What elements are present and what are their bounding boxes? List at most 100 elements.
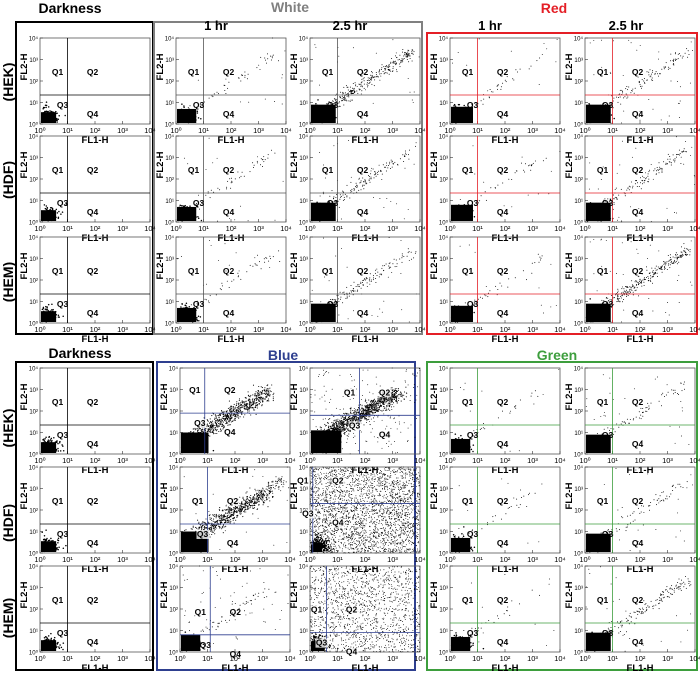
x-tick-label: 10¹ bbox=[607, 325, 618, 334]
x-tick-label: 10³ bbox=[387, 126, 398, 135]
x-tick-label: 10¹ bbox=[62, 456, 73, 465]
x-tick-label: 10³ bbox=[387, 456, 398, 465]
y-tick-label: 10¹ bbox=[29, 431, 38, 437]
x-tick-label: 10⁰ bbox=[170, 126, 181, 135]
y-tick-label: 10¹ bbox=[439, 629, 448, 635]
y-tick-label: 10⁰ bbox=[439, 122, 449, 129]
quadrant-q1: Q1 bbox=[297, 476, 309, 486]
quadrant-q4: Q4 bbox=[632, 207, 644, 217]
x-axis-title: FL1-H bbox=[492, 334, 519, 345]
x-tick-label: 10⁰ bbox=[304, 654, 315, 663]
x-axis-title: FL1-H bbox=[82, 663, 109, 674]
x-tick-label: 10¹ bbox=[202, 654, 213, 663]
y-tick-label: 10² bbox=[165, 178, 174, 184]
x-tick-label: 10⁴ bbox=[554, 456, 566, 465]
time-white-2.5hr: 2.5 hr bbox=[333, 18, 368, 33]
quadrant-q3: Q3 bbox=[467, 198, 479, 208]
y-tick-label: 10³ bbox=[439, 257, 448, 263]
quadrant-q2: Q2 bbox=[357, 266, 369, 276]
quadrant-q3: Q3 bbox=[193, 299, 205, 309]
x-tick-label: 10³ bbox=[387, 555, 398, 564]
y-tick-label: 10⁰ bbox=[574, 122, 584, 129]
event-cluster bbox=[586, 303, 611, 322]
y-tick-label: 10² bbox=[29, 410, 38, 416]
x-axis-title: FL1-H bbox=[82, 465, 109, 476]
x-tick-label: 10⁰ bbox=[304, 325, 315, 334]
y-tick-label: 10⁰ bbox=[574, 452, 584, 459]
x-tick-label: 10⁴ bbox=[689, 224, 700, 233]
x-tick-label: 10² bbox=[90, 456, 101, 465]
quadrant-q1: Q1 bbox=[322, 67, 334, 77]
x-tick-label: 10⁴ bbox=[280, 325, 292, 334]
quadrant-q3: Q3 bbox=[193, 100, 205, 110]
y-tick-label: 10³ bbox=[169, 487, 178, 493]
row-labels: (HEK) (HDF) (HEM) (HEK) (HDF) (HEM) bbox=[0, 63, 16, 639]
y-axis-title: FL2-H bbox=[564, 383, 575, 410]
x-tick-label: 10¹ bbox=[198, 325, 209, 334]
event-cluster bbox=[41, 112, 57, 123]
y-tick-label: 10³ bbox=[439, 388, 448, 394]
quadrant-q4: Q4 bbox=[379, 429, 391, 439]
quadrant-q1: Q1 bbox=[462, 67, 474, 77]
quadrant-q2: Q2 bbox=[497, 595, 509, 605]
x-tick-label: 10⁴ bbox=[554, 555, 566, 564]
quadrant-q4: Q4 bbox=[223, 207, 235, 217]
x-axis-title: FL1-H bbox=[352, 663, 379, 674]
x-tick-label: 10² bbox=[360, 555, 371, 564]
quadrant-q3: Q3 bbox=[602, 529, 614, 539]
x-tick-label: 10² bbox=[90, 126, 101, 135]
y-tick-label: 10⁴ bbox=[439, 36, 449, 43]
quadrant-q2: Q2 bbox=[357, 165, 369, 175]
x-tick-label: 10³ bbox=[527, 654, 538, 663]
x-tick-label: 10² bbox=[635, 456, 646, 465]
x-tick-label: 10⁰ bbox=[170, 325, 181, 334]
event-cluster bbox=[311, 202, 336, 221]
x-tick-label: 10¹ bbox=[62, 126, 73, 135]
x-tick-label: 10⁴ bbox=[554, 654, 566, 663]
y-tick-label: 10³ bbox=[299, 487, 308, 493]
x-axis-title: FL1-H bbox=[352, 465, 379, 476]
quadrant-q1: Q1 bbox=[189, 385, 201, 395]
x-tick-label: 10⁴ bbox=[144, 555, 156, 564]
y-tick-label: 10⁰ bbox=[439, 551, 449, 558]
x-axis-title: FL1-H bbox=[222, 465, 249, 476]
y-tick-label: 10⁴ bbox=[574, 564, 584, 571]
y-tick-label: 10³ bbox=[299, 388, 308, 394]
x-tick-label: 10⁰ bbox=[444, 555, 455, 564]
quadrant-q2: Q2 bbox=[87, 67, 99, 77]
y-tick-label: 10⁰ bbox=[165, 122, 175, 129]
y-axis-title: FL2-H bbox=[19, 53, 30, 80]
event-cluster bbox=[451, 204, 473, 221]
x-tick-label: 10⁰ bbox=[174, 456, 185, 465]
x-tick-label: 10² bbox=[90, 325, 101, 334]
y-axis-title: FL2-H bbox=[159, 383, 170, 410]
x-tick-label: 10⁴ bbox=[689, 654, 700, 663]
x-tick-label: 10⁴ bbox=[414, 126, 426, 135]
y-tick-label: 10⁴ bbox=[439, 366, 449, 373]
y-tick-label: 10¹ bbox=[574, 431, 583, 437]
quadrant-q4: Q4 bbox=[223, 308, 235, 318]
y-tick-label: 10¹ bbox=[169, 629, 178, 635]
y-tick-label: 10² bbox=[439, 80, 448, 86]
y-tick-label: 10² bbox=[574, 279, 583, 285]
quadrant-q3: Q3 bbox=[200, 640, 212, 650]
x-tick-label: 10³ bbox=[257, 654, 268, 663]
quadrant-q1: Q1 bbox=[195, 607, 207, 617]
event-cluster bbox=[451, 305, 473, 322]
y-tick-label: 10⁰ bbox=[299, 650, 309, 657]
x-tick-label: 10⁰ bbox=[579, 456, 590, 465]
y-tick-label: 10¹ bbox=[29, 530, 38, 536]
y-tick-label: 10² bbox=[165, 80, 174, 86]
quadrant-q3: Q3 bbox=[349, 420, 361, 430]
x-tick-label: 10² bbox=[360, 224, 371, 233]
y-tick-label: 10⁰ bbox=[29, 220, 39, 227]
x-tick-label: 10³ bbox=[387, 654, 398, 663]
y-tick-label: 10² bbox=[574, 608, 583, 614]
event-cluster bbox=[177, 307, 197, 322]
x-tick-label: 10³ bbox=[662, 224, 673, 233]
y-tick-label: 10¹ bbox=[165, 199, 174, 205]
